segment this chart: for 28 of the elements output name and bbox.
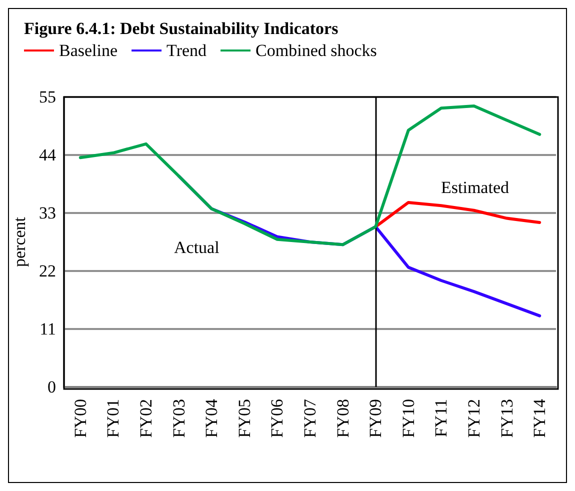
x-tick-label: FY05 <box>234 399 254 438</box>
legend-label: Baseline <box>59 41 118 60</box>
x-tick-label: FY00 <box>70 399 90 438</box>
x-tick-label: FY01 <box>104 399 123 438</box>
y-tick-label: 44 <box>39 146 56 164</box>
x-tick-label: FY02 <box>136 399 156 438</box>
chart-title: Figure 6.4.1: Debt Sustainability Indicators <box>24 19 339 38</box>
x-tick-label: FY04 <box>202 398 222 438</box>
x-tick-label: FY13 <box>497 399 516 438</box>
y-tick-label: 55 <box>39 88 56 106</box>
y-tick-label: 0 <box>48 378 56 396</box>
x-tick-label: FY12 <box>464 399 484 438</box>
y-tick-label: 11 <box>40 320 56 338</box>
annotation: Actual <box>174 238 220 257</box>
x-tick-label: FY10 <box>398 399 418 438</box>
x-tick-label: FY06 <box>268 399 287 438</box>
annotation: Estimated <box>441 178 510 197</box>
y-tick-label: 33 <box>39 204 56 222</box>
x-tick-label: FY07 <box>300 398 320 438</box>
x-tick-label: FY09 <box>366 399 386 438</box>
x-tick-label: FY03 <box>169 399 188 438</box>
y-axis-title: percent <box>10 216 30 268</box>
x-tick-label: FY08 <box>333 399 352 438</box>
x-tick-label: FY14 <box>530 398 550 438</box>
legend-label: Trend <box>166 41 208 60</box>
y-tick-label: 22 <box>39 262 56 280</box>
x-tick-label: FY11 <box>432 399 451 438</box>
legend-label: Combined shocks <box>256 41 377 60</box>
